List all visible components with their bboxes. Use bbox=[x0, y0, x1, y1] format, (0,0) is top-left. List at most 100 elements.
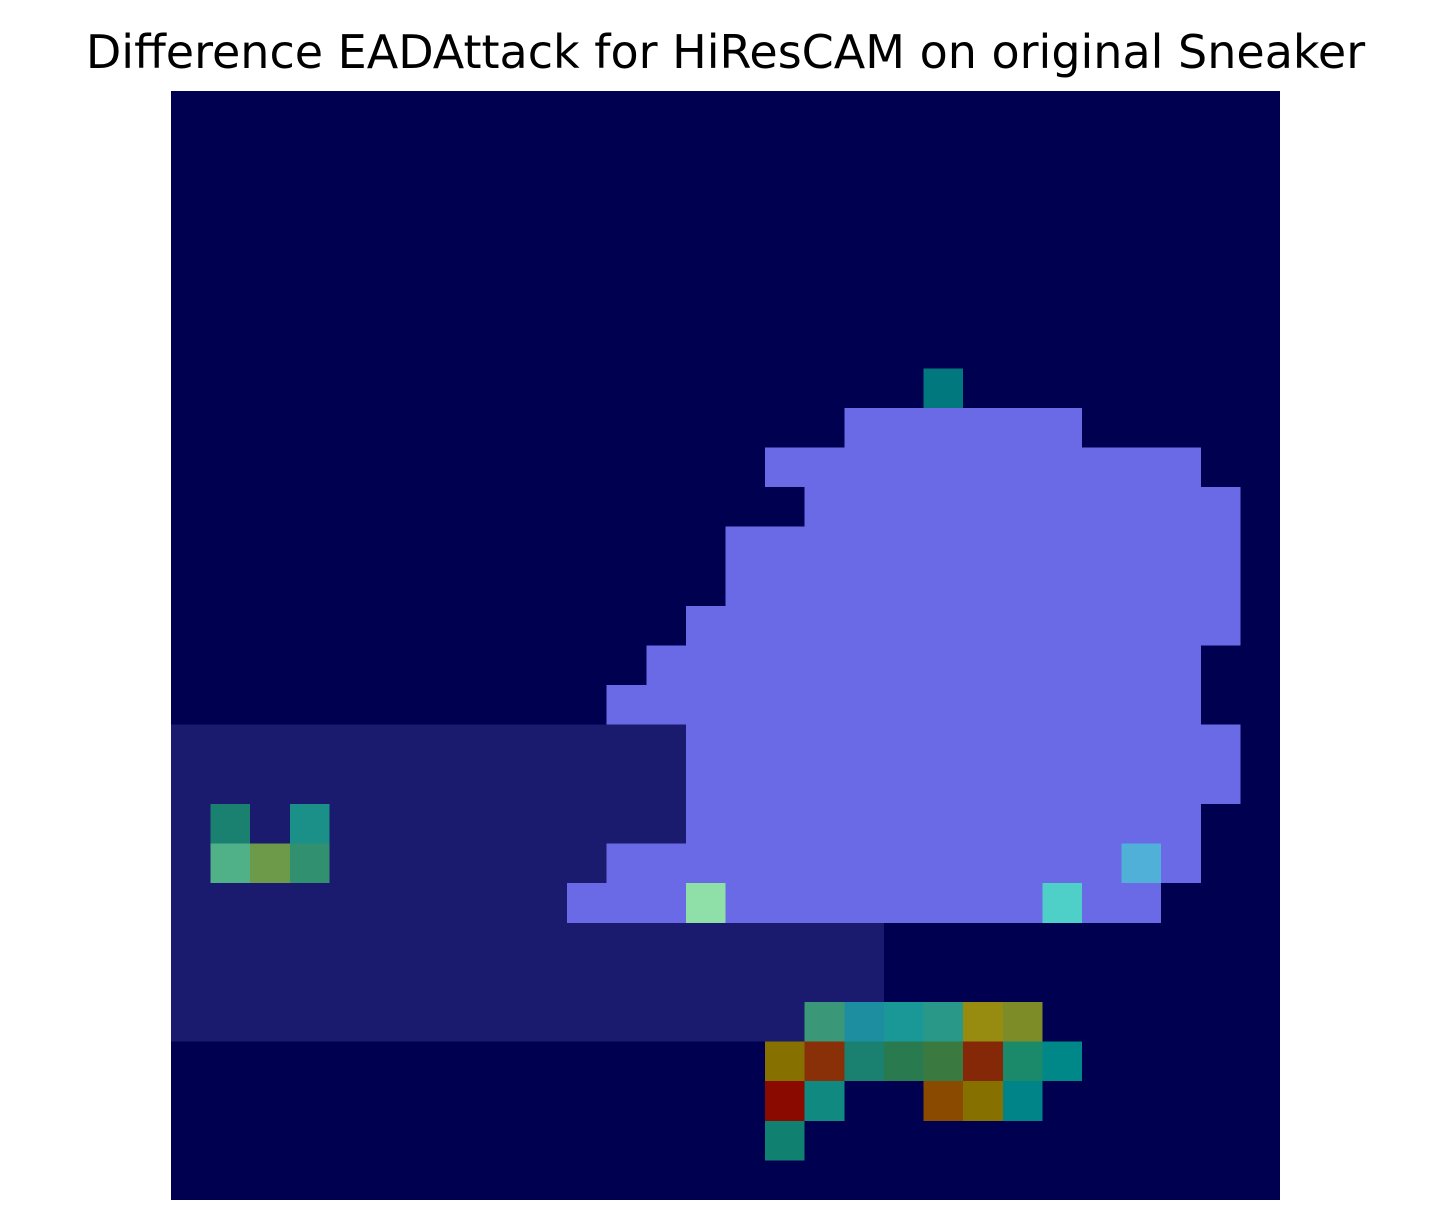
heatmap-cell bbox=[1081, 1001, 1123, 1043]
heatmap-cell bbox=[883, 883, 925, 924]
heatmap-cell bbox=[606, 170, 648, 211]
heatmap-cell bbox=[646, 605, 687, 647]
heatmap-cell bbox=[1081, 209, 1123, 251]
heatmap-cell bbox=[923, 1081, 964, 1122]
heatmap-cell bbox=[329, 566, 370, 607]
heatmap-cell bbox=[844, 130, 885, 172]
heatmap-cell bbox=[369, 487, 410, 528]
heatmap-cell bbox=[804, 843, 846, 884]
heatmap-cell bbox=[210, 566, 252, 607]
heatmap-cell bbox=[289, 645, 331, 686]
heatmap-cell bbox=[765, 724, 806, 766]
heatmap-cell bbox=[963, 1160, 1004, 1200]
heatmap-cell bbox=[923, 764, 964, 805]
heatmap-cell bbox=[685, 249, 727, 290]
heatmap-cell bbox=[289, 1120, 331, 1162]
heatmap-cell bbox=[1200, 91, 1242, 132]
heatmap-cell bbox=[1002, 447, 1044, 488]
heatmap-cell bbox=[883, 249, 925, 290]
heatmap-cell bbox=[606, 843, 648, 884]
heatmap-cell bbox=[883, 209, 925, 251]
heatmap-cell bbox=[369, 289, 410, 330]
heatmap-cell bbox=[408, 843, 450, 884]
heatmap-cell bbox=[804, 368, 846, 409]
heatmap-cell bbox=[289, 91, 331, 132]
heatmap-cell bbox=[527, 1120, 568, 1162]
heatmap-cell bbox=[448, 1120, 489, 1162]
heatmap-cell bbox=[448, 566, 489, 607]
heatmap-cell bbox=[448, 1041, 489, 1082]
heatmap-cell bbox=[844, 922, 885, 964]
heatmap-cell bbox=[527, 487, 568, 528]
heatmap-cell bbox=[725, 843, 766, 884]
heatmap-cell bbox=[527, 922, 568, 964]
heatmap-cell bbox=[329, 91, 370, 132]
heatmap-cell bbox=[606, 1001, 648, 1043]
heatmap-cell bbox=[408, 1001, 450, 1043]
heatmap-cell bbox=[685, 170, 727, 211]
heatmap-cell bbox=[1200, 487, 1242, 528]
heatmap-cell bbox=[804, 724, 846, 766]
heatmap-cell bbox=[804, 91, 846, 132]
heatmap-cell bbox=[210, 764, 252, 805]
heatmap-cell bbox=[487, 1041, 529, 1082]
heatmap-cell bbox=[329, 685, 370, 726]
heatmap-cell bbox=[448, 803, 489, 845]
heatmap-cell bbox=[1042, 91, 1083, 132]
heatmap-cell bbox=[250, 526, 291, 568]
heatmap-cell bbox=[646, 764, 687, 805]
heatmap-cell bbox=[250, 843, 291, 884]
heatmap-cell bbox=[1042, 1081, 1083, 1122]
heatmap-cell bbox=[329, 843, 370, 884]
heatmap-cell bbox=[1200, 605, 1242, 647]
heatmap-cell bbox=[1161, 91, 1202, 132]
heatmap-cell bbox=[1042, 962, 1083, 1003]
heatmap-cell bbox=[1161, 962, 1202, 1003]
heatmap-cell bbox=[963, 447, 1004, 488]
heatmap-cell bbox=[1002, 1041, 1044, 1082]
heatmap-cell bbox=[1121, 91, 1162, 132]
heatmap-cell bbox=[725, 447, 766, 488]
heatmap-cell bbox=[765, 1160, 806, 1200]
heatmap-cell bbox=[646, 1081, 687, 1122]
heatmap-cell bbox=[963, 962, 1004, 1003]
heatmap-cell bbox=[1002, 328, 1044, 370]
heatmap-cell bbox=[329, 407, 370, 449]
heatmap-cell bbox=[1042, 209, 1083, 251]
heatmap-cell bbox=[210, 843, 252, 884]
heatmap-cell bbox=[408, 724, 450, 766]
heatmap-cell bbox=[804, 289, 846, 330]
heatmap-cell bbox=[250, 685, 291, 726]
heatmap-cell bbox=[923, 843, 964, 884]
heatmap-cell bbox=[250, 91, 291, 132]
heatmap-cell bbox=[527, 1041, 568, 1082]
heatmap-cell bbox=[487, 1120, 529, 1162]
heatmap-cell bbox=[1161, 289, 1202, 330]
heatmap-cell bbox=[844, 209, 885, 251]
heatmap-cell bbox=[646, 724, 687, 766]
heatmap-cell bbox=[1002, 803, 1044, 845]
heatmap-cell bbox=[567, 1160, 608, 1200]
heatmap-cell bbox=[1121, 566, 1162, 607]
heatmap-cell bbox=[369, 1041, 410, 1082]
heatmap-cell bbox=[1161, 1001, 1202, 1043]
heatmap-cell bbox=[487, 922, 529, 964]
heatmap-cell bbox=[606, 724, 648, 766]
heatmap-cell bbox=[1240, 447, 1280, 488]
heatmap-cell bbox=[765, 1120, 806, 1162]
heatmap-cell bbox=[210, 209, 252, 251]
heatmap-cell bbox=[844, 883, 885, 924]
heatmap-cell bbox=[1161, 1081, 1202, 1122]
heatmap-cell bbox=[1161, 1120, 1202, 1162]
heatmap-cell bbox=[171, 1041, 212, 1082]
heatmap-cell bbox=[765, 645, 806, 686]
heatmap-cell bbox=[1081, 526, 1123, 568]
heatmap-cell bbox=[250, 883, 291, 924]
heatmap-cell bbox=[844, 605, 885, 647]
heatmap-cell bbox=[408, 1120, 450, 1162]
heatmap-cell bbox=[1121, 249, 1162, 290]
heatmap-cell bbox=[210, 91, 252, 132]
heatmap-cell bbox=[448, 764, 489, 805]
heatmap-cell bbox=[1121, 170, 1162, 211]
heatmap-cell bbox=[844, 803, 885, 845]
